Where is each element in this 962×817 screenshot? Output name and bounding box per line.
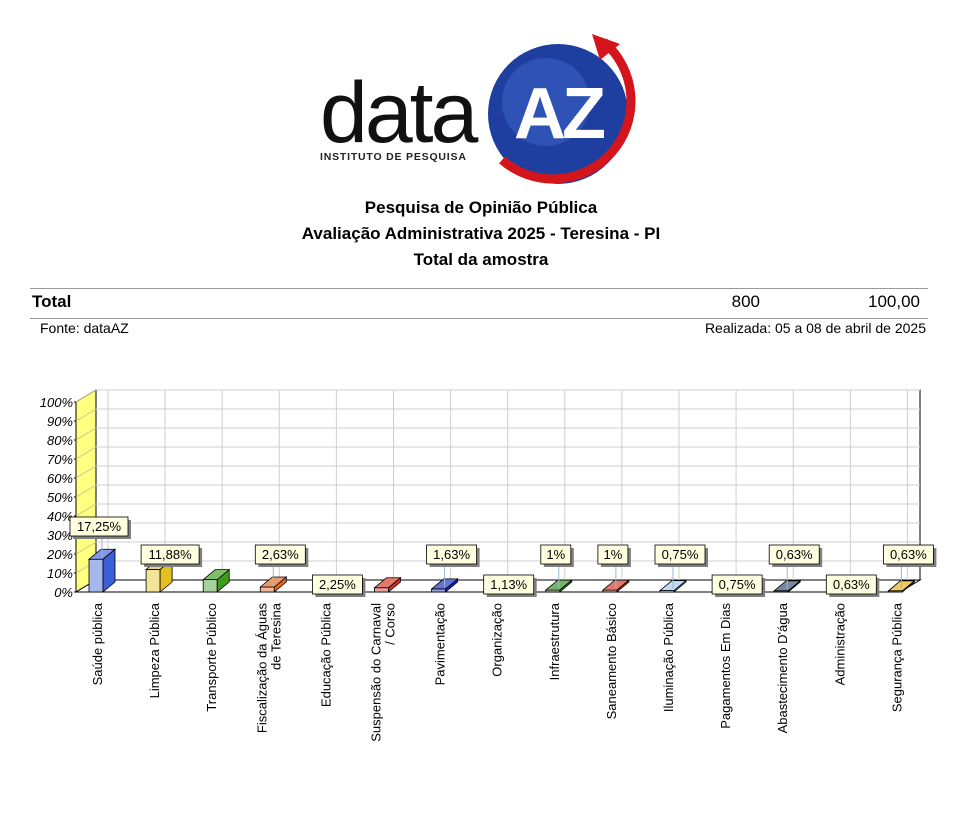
gridline-side [75, 427, 97, 441]
bar-front [145, 569, 161, 593]
x-tick-label: Pavimentação [433, 603, 448, 685]
data-label: 2,63% [262, 547, 299, 562]
x-tick-label: Administração [832, 603, 847, 685]
data-label-box [825, 574, 877, 595]
y-tick-label: 20% [46, 547, 73, 562]
az-badge-icon: AZ [488, 34, 636, 184]
gridline-side [75, 484, 97, 498]
gridline-side [75, 446, 97, 460]
y-tick-label: 70% [47, 452, 73, 467]
bar-chart: 0% 10% 20% 30% 40% 50% 60% 70% 80% 90% 100% 17,25% S… [40, 389, 937, 742]
x-tick-label: Saneamento Básico [604, 603, 619, 719]
x-tick-label: Segurança Pública [889, 602, 904, 712]
data-label-box [883, 544, 934, 565]
logo-tagline: INSTITUTO DE PESQUISA [320, 151, 467, 163]
title-line-1: Pesquisa de Opinião Pública [364, 198, 598, 217]
x-tick-label: Organização [490, 603, 505, 677]
data-label-box [654, 544, 706, 565]
x-tick-label: Educação Pública [318, 602, 333, 707]
data-label-box [311, 574, 363, 595]
gridline-side [75, 389, 97, 403]
total-percent: 100,00 [868, 292, 920, 311]
x-tick-label: Fiscalização da Águas [254, 603, 269, 734]
data-label: 0,63% [833, 577, 870, 592]
bar-front [431, 588, 447, 593]
y-tick-label: 90% [47, 414, 73, 429]
gridline-side [75, 465, 97, 479]
logo-word: data [320, 65, 478, 161]
x-tick-label: Suspensão do Carnaval [369, 603, 384, 742]
data-label-box [254, 544, 306, 565]
data-label-box [540, 544, 572, 565]
bar-front [374, 587, 389, 593]
x-tick-label: Abastecimento D'água [775, 602, 790, 733]
bar-front [202, 579, 218, 593]
data-label: 1% [546, 547, 565, 562]
divider-bottom [30, 318, 928, 319]
y-tick-label: 40% [47, 509, 73, 524]
date-note: Realizada: 05 a 08 de abril de 2025 [704, 320, 926, 336]
x-tick-label: / Corso [383, 603, 398, 645]
data-label-box [426, 544, 478, 565]
gridline-side [75, 541, 97, 555]
badge-text: AZ [514, 74, 604, 154]
x-tick-label: Saúde pública [90, 602, 105, 685]
y-tick-label: 10% [47, 566, 73, 581]
data-label-box [768, 544, 820, 565]
total-label: Total [32, 292, 72, 311]
y-tick-label: 0% [54, 585, 73, 600]
divider-top [30, 288, 928, 289]
bar-front [259, 586, 275, 593]
report-title: Pesquisa de Opinião Pública Avaliação Ad… [0, 195, 962, 273]
gridline-side [75, 503, 97, 517]
x-tick-label: Iluminação Pública [661, 602, 676, 712]
data-label-box [597, 544, 629, 565]
x-tick-label: Transporte Público [204, 603, 219, 712]
title-line-2: Avaliação Administrativa 2025 - Teresina… [301, 224, 661, 243]
bar-top [202, 569, 231, 581]
data-label-box [711, 574, 763, 595]
data-label: 1% [604, 547, 623, 562]
data-label-box [69, 516, 129, 537]
data-label: 1,13% [490, 577, 527, 592]
x-tick-label: de Teresina [268, 602, 283, 670]
bar-top [373, 577, 402, 589]
total-row: Total 800 100,00 [32, 292, 926, 316]
data-label: 17,25% [77, 519, 122, 534]
data-label: 11,88% [149, 547, 193, 562]
total-count: 800 [731, 292, 760, 311]
y-tick-label: 30% [47, 528, 73, 543]
bar-front [88, 558, 104, 593]
data-label: 0,75% [719, 577, 756, 592]
title-line-3: Total da amostra [413, 250, 549, 269]
y-tick-label: 80% [47, 433, 73, 448]
y-tick-label: 60% [47, 471, 73, 486]
data-label: 1,63% [433, 547, 470, 562]
data-label: 2,25% [319, 577, 356, 592]
gridline-side [75, 408, 97, 422]
y-tick-label: 50% [47, 490, 73, 505]
data-label-box [140, 544, 200, 565]
data-label: 0,75% [662, 547, 699, 562]
source-note: Fonte: dataAZ [40, 320, 129, 336]
data-label: 0,63% [776, 547, 813, 562]
x-tick-label: Infraestrutura [547, 602, 562, 680]
data-label-box [483, 574, 535, 595]
x-tick-label: Limpeza Pública [147, 602, 162, 698]
y-tick-label: 100% [40, 395, 73, 410]
data-label: 0,63% [890, 547, 927, 562]
dataaz-logo: AZ data INSTITUTO DE PESQUISA [316, 30, 642, 192]
x-tick-label: Pagamentos Em Dias [718, 603, 733, 729]
